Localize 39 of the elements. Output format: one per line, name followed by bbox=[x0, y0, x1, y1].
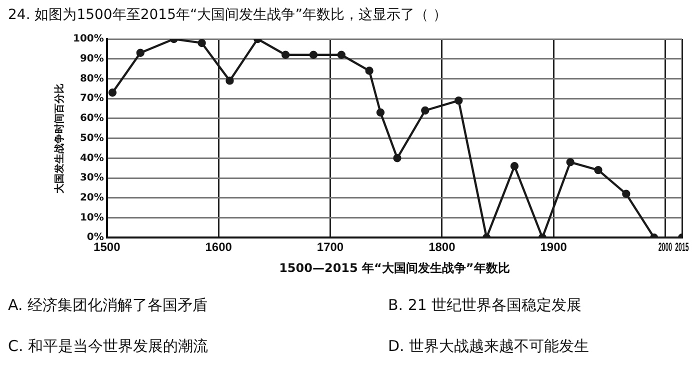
x-tick-label: 1800 bbox=[428, 240, 456, 254]
x-tick-label: 1600 bbox=[205, 240, 232, 254]
point bbox=[136, 48, 144, 57]
text: D. 世界大战越来越不可能发生 bbox=[387, 337, 590, 356]
point bbox=[393, 154, 402, 162]
point bbox=[454, 96, 463, 105]
point bbox=[226, 76, 234, 85]
y-tick-label: 20% bbox=[80, 192, 104, 204]
y-tick-label: 70% bbox=[80, 93, 104, 104]
point bbox=[108, 88, 117, 97]
y-tick-label: 100% bbox=[72, 34, 104, 45]
y-tick-label: 30% bbox=[80, 172, 104, 184]
y-tick-label: 60% bbox=[80, 113, 104, 124]
y-tick-label: 80% bbox=[80, 73, 104, 84]
point bbox=[622, 190, 630, 198]
point bbox=[421, 106, 430, 115]
y-tick-label: 40% bbox=[80, 152, 104, 164]
text: A. 经济集团化消解了各国矛盾 bbox=[8, 296, 209, 315]
point bbox=[365, 66, 374, 75]
point bbox=[281, 50, 290, 59]
point bbox=[337, 50, 346, 59]
point bbox=[566, 158, 574, 166]
text: C. 和平是当今世界发展的潮流 bbox=[8, 337, 210, 356]
point bbox=[510, 162, 519, 170]
y-tick-label: 10% bbox=[80, 212, 104, 224]
chart-title: 24. 如图为1500年至2015年“大国间发生战争”年数比，这显示了（ ） bbox=[8, 6, 447, 24]
point bbox=[594, 166, 602, 174]
x-tick-label: 2015 bbox=[675, 240, 690, 255]
text: B. 21 世纪世界各国稳定发展 bbox=[387, 296, 583, 315]
x-tick-label: 2000 bbox=[658, 240, 672, 255]
y-axis-title: 大国发生战争时间百分比 bbox=[54, 83, 66, 194]
y-tick-label: 50% bbox=[80, 132, 104, 144]
x-tick-label: 1700 bbox=[316, 240, 344, 254]
point bbox=[198, 39, 206, 48]
point bbox=[309, 50, 318, 59]
x-axis-title: 1500—2015 年“大国间发生战争”年数比 bbox=[279, 260, 510, 275]
y-tick-label: 90% bbox=[80, 53, 104, 64]
point bbox=[376, 108, 385, 117]
x-tick-label: 1900 bbox=[540, 240, 568, 254]
